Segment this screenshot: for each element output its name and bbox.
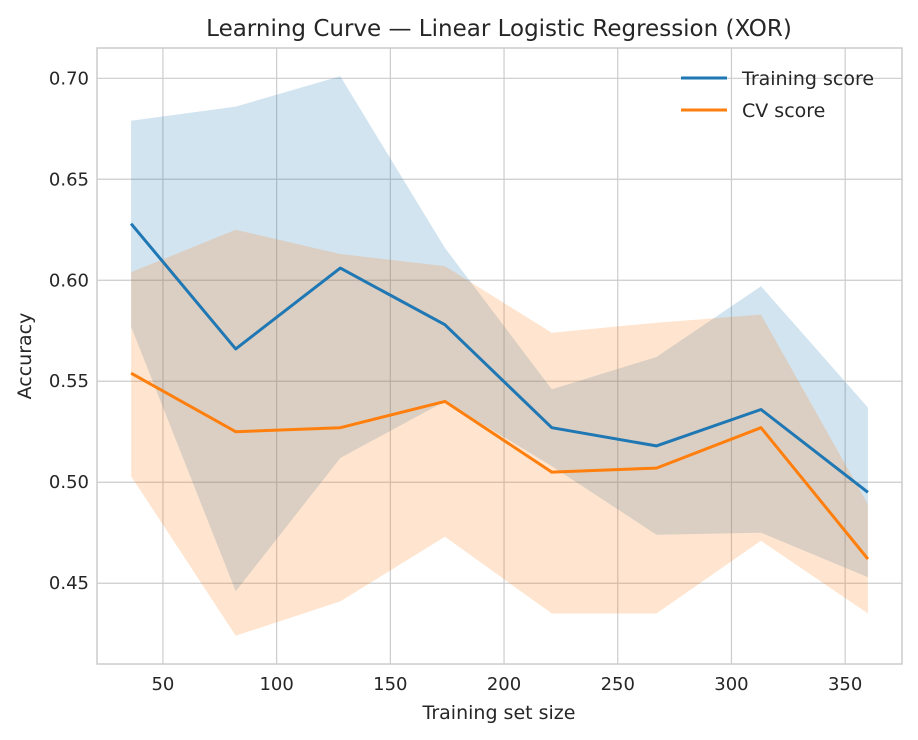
y-tick-label: 0.50 — [49, 472, 89, 493]
y-tick-label: 0.45 — [49, 573, 89, 594]
x-tick-label: 100 — [259, 674, 293, 695]
chart-title: Learning Curve — Linear Logistic Regress… — [206, 16, 792, 42]
x-tick-label: 350 — [828, 674, 862, 695]
confidence-band-training — [131, 76, 868, 592]
y-tick-labels: 0.45 0.50 0.55 0.60 0.65 0.70 — [49, 68, 89, 594]
grid-lines — [97, 48, 902, 664]
x-tick-label: 150 — [373, 674, 407, 695]
x-tick-label: 300 — [714, 674, 748, 695]
x-tick-label: 50 — [151, 674, 174, 695]
confidence-band-cv — [131, 229, 868, 636]
legend-label-training: Training score — [741, 68, 874, 90]
legend: Training score CV score — [681, 68, 874, 122]
y-tick-label: 0.65 — [49, 169, 89, 190]
y-tick-label: 0.60 — [49, 270, 89, 291]
y-tick-label: 0.55 — [49, 371, 89, 392]
series-lines — [129, 222, 870, 560]
y-axis-label: Accuracy — [14, 313, 36, 400]
y-tick-label: 0.70 — [49, 68, 89, 89]
x-tick-label: 250 — [601, 674, 635, 695]
series-line-training — [129, 222, 869, 494]
x-tick-labels: 50 100 150 200 250 300 350 — [151, 674, 862, 695]
x-axis-label: Training set size — [422, 702, 576, 724]
x-tick-label: 200 — [487, 674, 521, 695]
plot-frame — [96, 47, 903, 665]
series-line-cv — [130, 371, 870, 560]
legend-label-cv: CV score — [742, 100, 825, 122]
confidence-bands — [131, 76, 868, 636]
